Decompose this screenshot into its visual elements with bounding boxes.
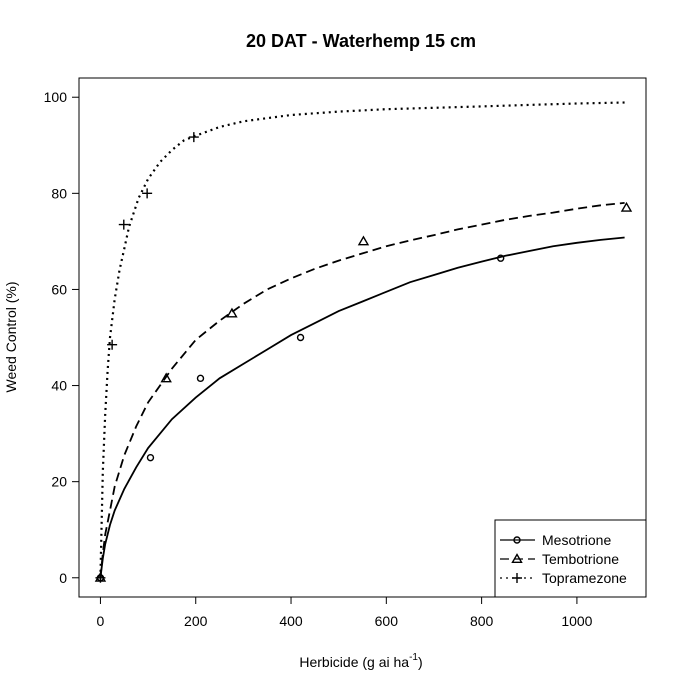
point-topramezone: [107, 339, 118, 350]
point-topramezone: [188, 132, 199, 143]
y-axis-label: Weed Control (%): [3, 281, 19, 392]
x-tick-label: 0: [97, 613, 105, 629]
y-axis: 0 20 40 60 80 100: [44, 89, 79, 586]
curve-tembotrione: [99, 202, 625, 578]
x-tick-label: 400: [279, 613, 303, 629]
plot-frame: [78, 77, 647, 598]
curve-topramezone: [99, 101, 625, 578]
legend-marker-topramezone: [512, 573, 522, 583]
x-tick-label: 200: [184, 613, 208, 629]
y-tick-label: 0: [59, 570, 67, 586]
legend-marker-mesotrione: [513, 536, 521, 544]
legend-label-tembotrione: Tembotrione: [542, 551, 619, 567]
y-tick-label: 100: [44, 89, 68, 105]
point-tembotrione: [160, 372, 172, 383]
x-tick-label: 1000: [561, 613, 592, 629]
point-topramezone: [118, 219, 129, 230]
legend-label-mesotrione: Mesotrione: [542, 532, 611, 548]
fitted-curves: [99, 101, 625, 578]
y-tick-label: 60: [51, 281, 67, 297]
point-tembotrione: [620, 201, 633, 212]
point-topramezone: [142, 188, 153, 199]
x-axis: 0 200 400 600 800 1000: [97, 597, 593, 629]
chart-title: 20 DAT - Waterhemp 15 cm: [246, 31, 476, 51]
legend-marker-tembotrione: [511, 553, 523, 563]
point-tembotrione: [357, 235, 370, 246]
data-points: [94, 132, 633, 583]
point-mesotrione: [496, 254, 505, 262]
y-tick-label: 80: [51, 185, 67, 201]
x-axis-label-superscript: -1: [409, 652, 418, 663]
curve-mesotrione: [99, 236, 625, 578]
x-axis-label-suffix: ): [418, 654, 423, 670]
point-mesotrione: [196, 374, 205, 383]
x-tick-label: 600: [375, 613, 399, 629]
x-axis-label-main: Herbicide (g ai ha: [299, 654, 409, 670]
legend: Mesotrione Tembotrione Topramezone: [494, 519, 647, 598]
point-topramezone: [95, 572, 106, 583]
legend-label-topramezone: Topramezone: [542, 570, 627, 586]
point-mesotrione: [146, 453, 155, 462]
y-tick-label: 20: [51, 474, 67, 490]
x-axis-label: Herbicide (g ai ha-1): [299, 652, 422, 670]
point-tembotrione: [226, 307, 238, 318]
point-mesotrione: [296, 333, 305, 342]
x-tick-label: 800: [470, 613, 494, 629]
y-tick-label: 40: [51, 378, 67, 394]
